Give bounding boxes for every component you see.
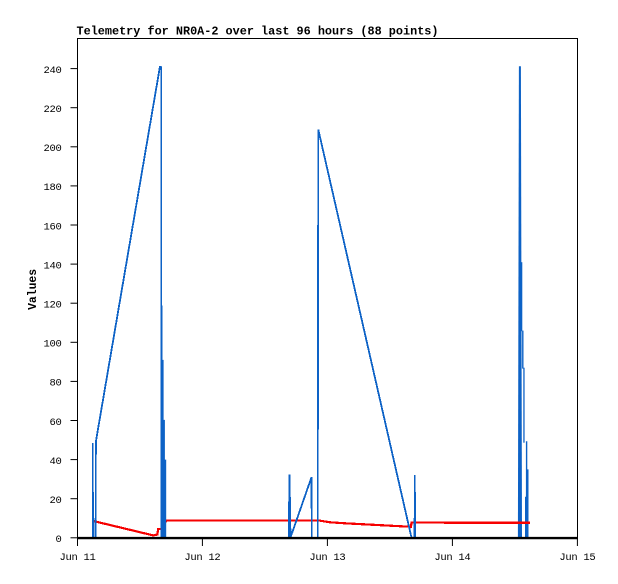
svg-text:Telemetry for NR0A-2 over last: Telemetry for NR0A-2 over last 96 hours …	[77, 24, 439, 38]
svg-text:Jun 15: Jun 15	[559, 552, 595, 564]
svg-text:Jun 11: Jun 11	[59, 552, 95, 564]
svg-text:100: 100	[43, 339, 61, 351]
svg-text:0: 0	[55, 534, 61, 546]
svg-text:Jun 14: Jun 14	[434, 552, 470, 564]
svg-text:240: 240	[43, 65, 61, 77]
svg-text:80: 80	[49, 378, 61, 390]
svg-text:180: 180	[43, 182, 61, 194]
svg-text:200: 200	[43, 143, 61, 155]
svg-text:140: 140	[43, 260, 61, 272]
svg-text:120: 120	[43, 300, 61, 312]
svg-text:Values: Values	[26, 269, 40, 310]
svg-text:Jun 12: Jun 12	[184, 552, 220, 564]
svg-text:Jun 13: Jun 13	[309, 552, 345, 564]
svg-text:20: 20	[49, 495, 61, 507]
svg-text:220: 220	[43, 104, 61, 116]
svg-text:160: 160	[43, 221, 61, 233]
svg-text:40: 40	[49, 456, 61, 468]
svg-text:60: 60	[49, 417, 61, 429]
